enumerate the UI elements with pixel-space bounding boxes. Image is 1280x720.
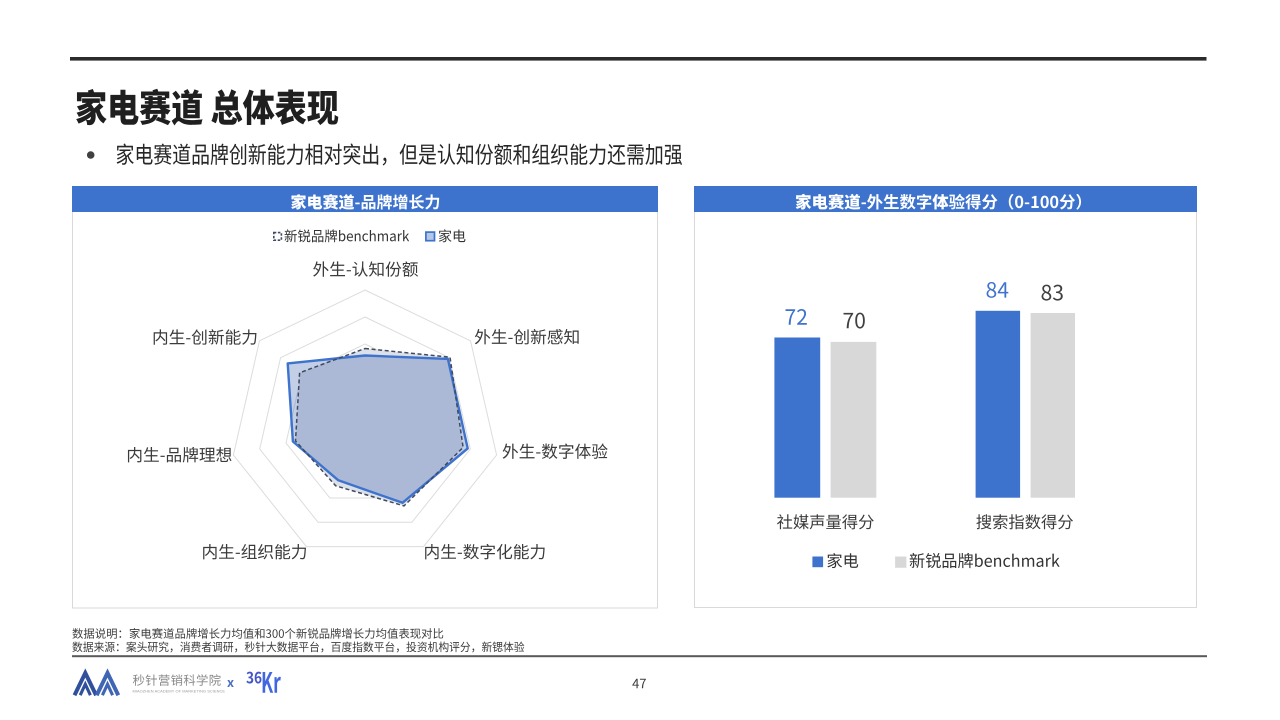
svg-text:MIAOZHEN ACADEMY OF MARKETING: MIAOZHEN ACADEMY OF MARKETING SCIENCE (133, 688, 226, 693)
